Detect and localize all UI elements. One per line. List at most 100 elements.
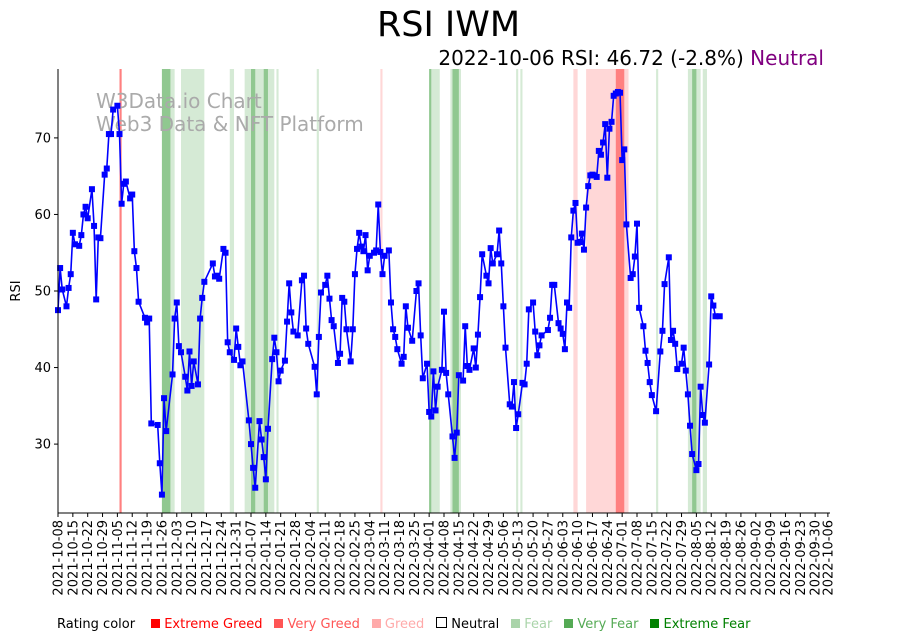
band-very-fear <box>161 69 171 513</box>
rsi-point <box>430 368 437 375</box>
rsi-point <box>525 306 532 313</box>
rsi-point <box>161 395 168 402</box>
rsi-point <box>627 274 634 281</box>
rsi-point <box>351 271 358 278</box>
rating-text: Neutral <box>750 46 824 70</box>
band-very-fear <box>263 69 268 513</box>
rsi-point <box>593 173 600 180</box>
rsi-point <box>532 328 539 335</box>
x-tick-label: 2021-10-15 <box>66 520 81 596</box>
rsi-point <box>498 260 505 267</box>
x-tick-label: 2021-12-24 <box>215 520 230 596</box>
x-tick-label: 2022-08-19 <box>720 520 735 596</box>
rsi-point <box>233 325 240 332</box>
rsi-point <box>657 348 664 355</box>
legend-title: Rating color <box>57 617 136 632</box>
rsi-point <box>171 315 178 322</box>
rsi-point <box>57 265 64 272</box>
rsi-point <box>438 366 445 373</box>
band-fear <box>276 69 279 513</box>
rsi-point <box>209 260 216 267</box>
rsi-point <box>428 413 435 420</box>
x-tick-label: 2022-08-05 <box>690 520 705 596</box>
x-tick-label: 2021-10-22 <box>81 520 96 596</box>
rsi-point <box>644 359 651 366</box>
rsi-point <box>390 326 397 333</box>
rsi-point <box>341 298 348 305</box>
band-fear <box>516 69 519 513</box>
rsi-point <box>194 381 201 388</box>
x-tick-label: 2022-07-29 <box>675 520 690 596</box>
rsi-point <box>354 245 361 252</box>
rsi-point <box>315 333 322 340</box>
x-tick-label: 2022-02-11 <box>319 520 334 596</box>
rsi-point <box>443 369 450 376</box>
rsi-point <box>523 360 530 367</box>
x-tick-label: 2021-10-29 <box>96 520 111 596</box>
rsi-point <box>271 334 278 341</box>
x-tick-label: 2022-04-01 <box>423 520 438 596</box>
rsi-point <box>693 467 700 474</box>
legend-item: Very Greed <box>274 617 360 632</box>
rsi-point <box>71 241 78 248</box>
rsi-point <box>133 265 140 272</box>
x-tick-label: 2021-10-08 <box>52 520 67 596</box>
rsi-point <box>311 363 318 370</box>
legend-swatch <box>564 619 574 628</box>
legend-item: Neutral <box>436 617 499 632</box>
rsi-point <box>604 174 611 181</box>
rsi-point <box>687 422 694 429</box>
rsi-point <box>595 147 602 154</box>
rsi-point <box>281 357 288 364</box>
rsi-point <box>572 199 579 206</box>
rsi-point <box>510 379 517 386</box>
rsi-point <box>286 280 293 287</box>
rsi-point <box>417 332 424 339</box>
rsi-point <box>455 372 462 379</box>
legend-swatch <box>371 619 381 628</box>
rsi-point <box>701 419 708 426</box>
legend-item: Extreme Greed <box>151 617 262 632</box>
band-very-fear <box>692 69 697 513</box>
x-tick-label: 2022-04-08 <box>438 520 453 596</box>
rsi-point <box>313 391 320 398</box>
rsi-point <box>600 139 607 146</box>
rsi-point <box>387 299 394 306</box>
rsi-point <box>328 317 335 324</box>
rsi-point <box>226 349 233 356</box>
rsi-point <box>449 433 456 440</box>
rsi-point <box>373 247 380 254</box>
rsi-point <box>91 222 98 229</box>
band-fear <box>702 69 707 513</box>
rsi-point <box>470 345 477 352</box>
watermark-line-1: W3Data.io Chart <box>96 89 262 113</box>
y-tick-label: 30 <box>34 438 51 453</box>
rsi-point <box>201 278 208 285</box>
rsi-point <box>544 327 551 334</box>
rsi-point <box>608 118 615 125</box>
rsi-point <box>252 484 259 491</box>
rsi-point <box>163 428 170 435</box>
band-fear <box>316 69 319 513</box>
rsi-point <box>256 418 263 425</box>
y-tick-label: 50 <box>34 285 51 300</box>
rsi-point <box>322 281 329 288</box>
x-tick-label: 2022-05-13 <box>512 520 527 596</box>
rsi-point <box>169 371 176 378</box>
rsi-point <box>432 407 439 414</box>
y-tick-label: 60 <box>34 208 51 223</box>
rsi-point <box>716 313 723 320</box>
rsi-point <box>653 408 660 415</box>
band-fear <box>181 69 205 513</box>
rsi-point <box>462 323 469 330</box>
rsi-point <box>392 333 399 340</box>
rsi-point <box>197 315 204 322</box>
rsi-point <box>441 308 447 315</box>
rsi-point <box>258 436 265 443</box>
rsi-point <box>214 272 221 279</box>
x-tick-label: 2022-07-15 <box>645 520 660 596</box>
rsi-point <box>220 245 227 252</box>
rsi-point <box>706 361 713 368</box>
axes: 30 40 50 60 70 2021-10-08 2021-10-15 2021-10-22… <box>34 69 836 596</box>
band-fear <box>520 69 523 513</box>
